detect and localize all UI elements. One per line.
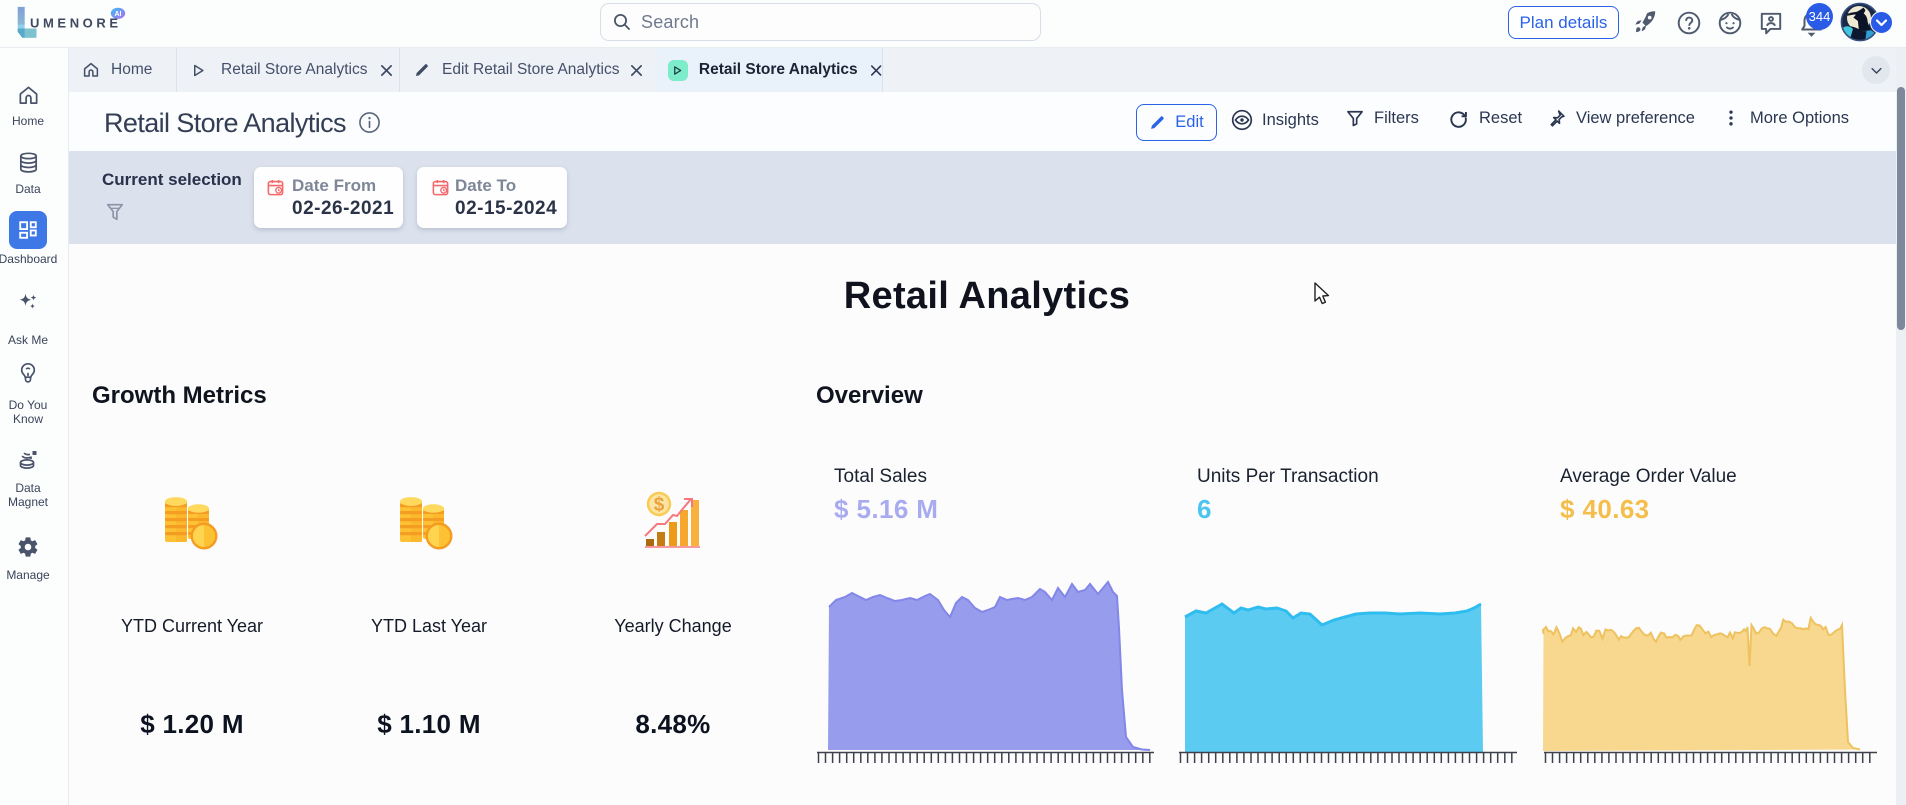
svg-text:UMENORE: UMENORE (30, 15, 122, 30)
svg-text:AI: AI (115, 11, 122, 18)
svg-text:$: $ (654, 495, 665, 516)
